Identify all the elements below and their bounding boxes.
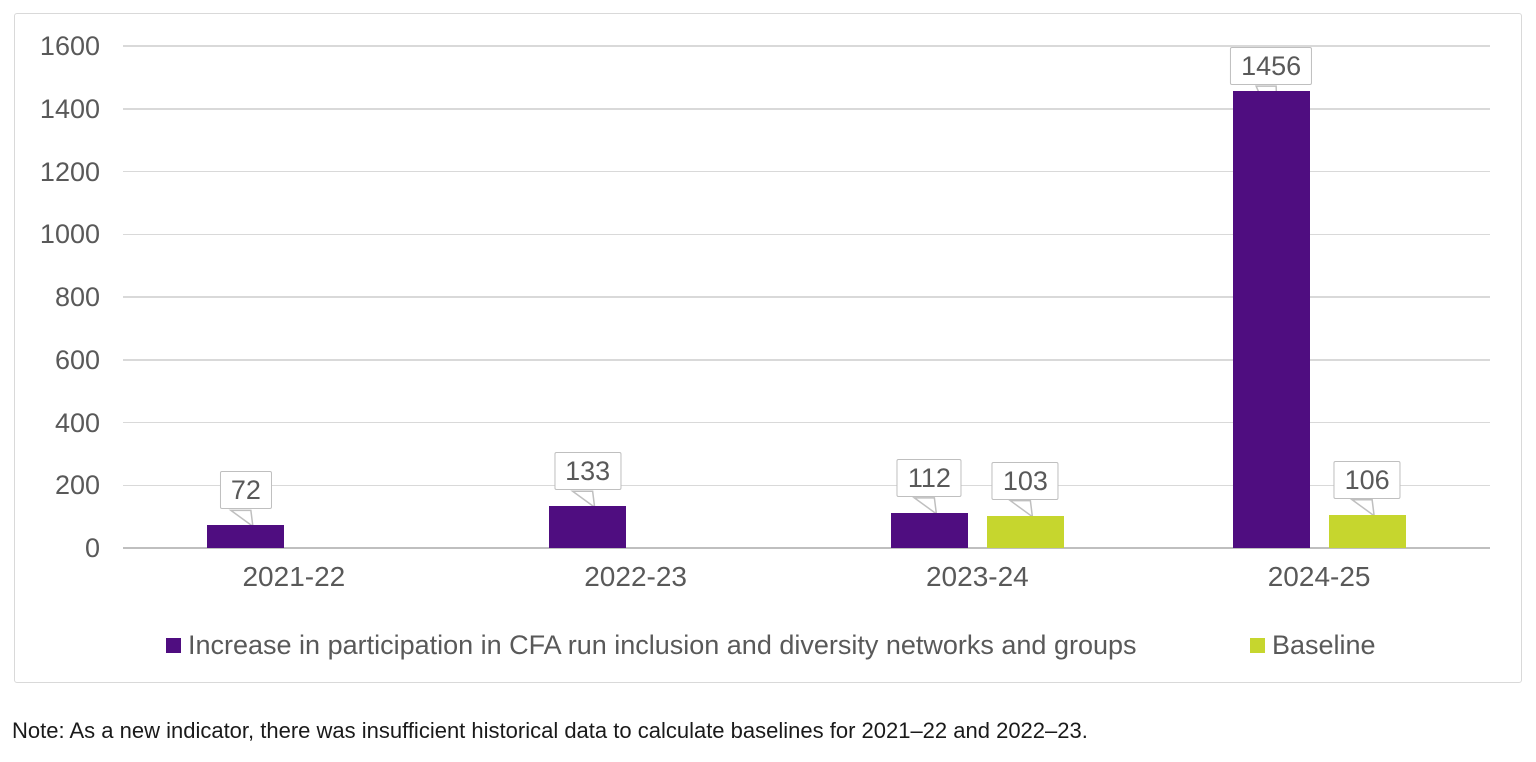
gridline	[123, 108, 1490, 110]
gridline	[123, 296, 1490, 298]
legend-label: Increase in participation in CFA run inc…	[188, 629, 1137, 660]
chart-note: Note: As a new indicator, there was insu…	[12, 718, 1088, 743]
gridline	[123, 421, 1490, 424]
y-axis-tick-label: 600	[54, 344, 100, 375]
y-axis-tick-label: 1200	[39, 156, 100, 187]
x-axis-category-label: 2024-25	[1267, 561, 1371, 592]
gridline	[123, 233, 1490, 235]
y-axis-tick-label: 400	[54, 407, 100, 438]
y-axis-tick-label: 1000	[39, 219, 100, 250]
gridline	[123, 359, 1490, 361]
x-axis-category-label: 2022-23	[584, 561, 687, 592]
gridline	[123, 45, 1490, 47]
bar-series-2021-22	[207, 525, 285, 548]
legend-entry-baseline: Baseline	[1250, 629, 1376, 661]
data-label-callout: 1456	[1230, 47, 1313, 86]
x-axis-line	[123, 547, 1490, 549]
data-label-callout: 133	[554, 452, 622, 491]
gridline	[123, 170, 1490, 173]
bar-baseline-2024-25	[1328, 514, 1406, 548]
bar-series-2022-23	[549, 506, 627, 548]
legend-swatch-series	[166, 638, 181, 653]
x-axis-category-label: 2021-22	[242, 561, 346, 592]
legend-swatch-baseline	[1250, 638, 1265, 653]
data-label-callout: 103	[991, 461, 1059, 500]
legend-label: Baseline	[1272, 629, 1376, 660]
legend-entry-series: Increase in participation in CFA run inc…	[166, 629, 1137, 661]
y-axis-tick-label: 800	[54, 282, 100, 312]
bar-series-2024-25	[1232, 91, 1310, 548]
data-label-callout: 112	[896, 458, 962, 497]
y-axis-tick-label: 1400	[39, 93, 100, 124]
y-axis-tick-label: 200	[54, 470, 100, 501]
y-axis-tick-label: 0	[84, 533, 100, 563]
gridline	[123, 484, 1490, 486]
bar-series-2023-24	[890, 512, 968, 548]
bar-baseline-2023-24	[986, 515, 1064, 548]
y-axis-tick-label: 1600	[39, 31, 100, 61]
x-axis-category-label: 2023-24	[925, 561, 1029, 592]
data-label-callout: 106	[1333, 460, 1401, 499]
data-label-callout: 72	[219, 471, 272, 510]
